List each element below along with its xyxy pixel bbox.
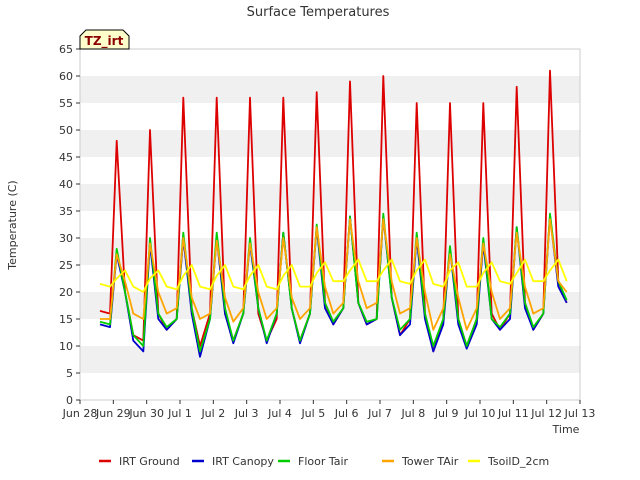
x-tick-label: Jul 12: [530, 407, 562, 420]
y-tick-label: 20: [59, 286, 73, 299]
grid-band: [80, 76, 580, 103]
x-tick-label: Jul 9: [434, 407, 459, 420]
y-tick-label: 15: [59, 313, 73, 326]
series-line-floor-tair: [99, 212, 568, 353]
y-axis-ticks: 0 5 10 15 20 25 30 35 40 45 50 55 60 65: [59, 43, 80, 407]
x-axis-label: Time: [552, 423, 580, 436]
y-tick-label: 10: [59, 340, 73, 353]
y-tick-label: 65: [59, 43, 73, 56]
x-tick-label: Jul 2: [200, 407, 225, 420]
legend-label-irt-ground: IRT Ground: [119, 455, 180, 468]
y-tick-label: 5: [66, 367, 73, 380]
plot-area-frame: [79, 48, 581, 401]
y-tick-label: 40: [59, 178, 73, 191]
legend-label-irt-canopy: IRT Canopy: [212, 455, 274, 468]
y-tick-label: 60: [59, 70, 73, 83]
x-tick-label: Jul 4: [267, 407, 292, 420]
site-badge: TZ_irt: [79, 29, 130, 50]
legend: IRT Ground IRT Canopy Floor Tair Tower TAir…: [99, 455, 549, 468]
x-tick-label: Jun 29: [95, 407, 131, 420]
x-tick-label: Jul 13: [564, 407, 596, 420]
x-tick-label: Jul 3: [234, 407, 259, 420]
y-tick-label: 35: [59, 205, 73, 218]
chart-title: Surface Temperatures: [247, 5, 390, 20]
site-badge-label: TZ_irt: [85, 34, 124, 49]
y-tick-label: 50: [59, 124, 73, 137]
legend-label-tower-tair: Tower TAir: [401, 455, 459, 468]
x-tick-label: Jun 30: [128, 407, 164, 420]
x-tick-label: Jul 11: [497, 407, 529, 420]
grid-band: [80, 130, 580, 157]
series-line-tsoild-2cm: [99, 258, 568, 293]
y-tick-label: 0: [66, 394, 73, 407]
x-tick-label: Jul 10: [464, 407, 496, 420]
grid-band: [80, 184, 580, 211]
y-tick-label: 45: [59, 151, 73, 164]
grid-band: [80, 238, 580, 265]
x-tick-label: Jul 6: [334, 407, 359, 420]
grid-band: [80, 346, 580, 373]
x-tick-label: Jul 7: [367, 407, 392, 420]
x-tick-label: Jun 28: [62, 407, 98, 420]
x-tick-label: Jul 8: [400, 407, 425, 420]
x-tick-label: Jul 1: [167, 407, 192, 420]
site-badge-box: [79, 29, 130, 50]
y-tick-label: 55: [59, 97, 73, 110]
legend-label-tsoild-2cm: TsoilD_2cm: [487, 455, 549, 468]
plot-background-bands: [80, 76, 580, 373]
y-tick-label: 30: [59, 232, 73, 245]
y-axis-label: Temperature (C): [6, 180, 19, 270]
x-tick-label: Jul 5: [300, 407, 325, 420]
legend-label-floor-tair: Floor Tair: [298, 455, 349, 468]
y-tick-label: 25: [59, 259, 73, 272]
series-lines: [99, 69, 568, 358]
